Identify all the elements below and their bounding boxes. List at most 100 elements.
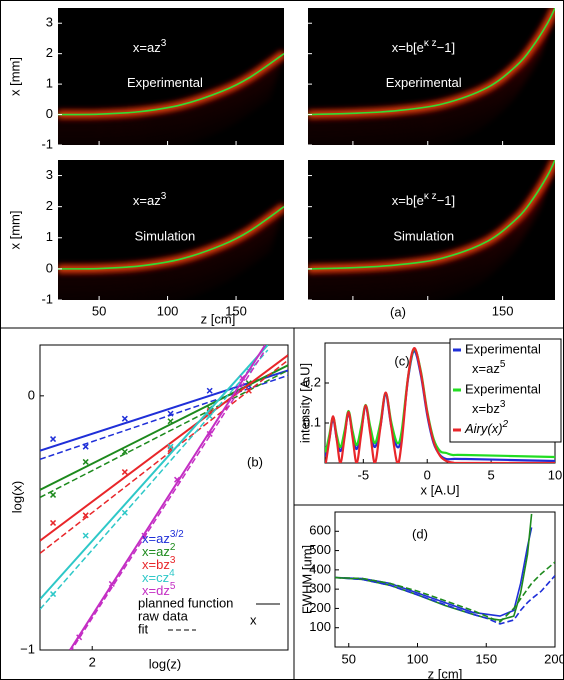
formula-part: −1]	[437, 193, 455, 208]
beam-fringe	[171, 94, 272, 145]
formula: x=b[eκ z−1]	[392, 191, 455, 209]
panel-label: (b)	[247, 454, 263, 469]
exponent: 3	[500, 399, 506, 410]
y-tick-label: 1	[46, 229, 53, 244]
exponent: 4	[169, 568, 175, 579]
formula-part: x=az	[133, 41, 161, 56]
plot-area	[308, 160, 555, 300]
plot-frame	[39, 344, 289, 651]
plot-area	[58, 202, 284, 300]
beam-fringe	[58, 226, 279, 291]
y-tick-label: 100	[309, 619, 331, 634]
x-tick-label: 150	[492, 303, 514, 318]
formula: x=az3	[133, 38, 167, 56]
x-tick-label: 100	[157, 303, 179, 318]
beam-fringe	[58, 80, 277, 144]
panel-label: (a)	[390, 304, 406, 319]
beam-fringe	[58, 219, 281, 284]
panel-label: (c)	[394, 353, 409, 368]
raw-point	[50, 519, 57, 526]
raw-point	[121, 509, 128, 516]
y-tick-label: 3	[46, 167, 53, 182]
planned-line	[40, 345, 269, 600]
raw-point	[167, 443, 174, 450]
x-axis-label: log(z)	[149, 656, 182, 671]
x-tick-label: 150	[475, 651, 497, 666]
formula: x=az3	[133, 191, 167, 209]
raw-point	[82, 458, 89, 465]
y-tick-label: -1	[41, 136, 53, 151]
exponent: 2	[170, 542, 176, 553]
series-line	[335, 575, 555, 625]
beam-fringe	[425, 201, 544, 300]
series-line	[335, 561, 555, 623]
y-tick-label: 1	[46, 76, 53, 91]
beam-fringe	[58, 233, 277, 298]
y-tick-label: 400	[309, 561, 331, 576]
exponent: 3	[161, 191, 167, 202]
raw-point	[174, 476, 181, 483]
beam-fringe	[58, 66, 281, 130]
formula: x=bz3	[472, 399, 506, 417]
beam-fringe	[58, 73, 279, 137]
annotation: Experimental	[127, 75, 203, 90]
raw-point	[121, 448, 128, 455]
annotation: Simulation	[135, 228, 196, 243]
formula: Airy(x)2	[464, 419, 509, 437]
y-tick-label: 600	[309, 523, 331, 538]
exponent: 5	[170, 581, 176, 592]
y-axis-label: x [mm]	[7, 211, 22, 250]
raw-point	[50, 436, 57, 443]
raw-point	[141, 532, 148, 539]
x-tick-label: 100	[407, 651, 429, 666]
x-tick-label: 200	[544, 651, 564, 666]
x-axis-label: x [A.U]	[420, 482, 459, 497]
y-axis-label: FWHM [um]	[299, 545, 314, 614]
fit-line	[40, 349, 269, 610]
fit-curve	[58, 53, 284, 116]
formula: x=az5	[472, 359, 506, 377]
y-tick-label: 2	[46, 45, 53, 60]
panel-label: (d)	[412, 526, 428, 541]
raw-point	[239, 375, 246, 382]
fit-curve	[308, 160, 555, 270]
raw-point	[206, 430, 213, 437]
beam-fringe	[58, 212, 283, 277]
raw-point	[82, 512, 89, 519]
raw-point	[206, 387, 213, 394]
formula-part: x=az	[472, 361, 500, 376]
x-tick-label: 5	[487, 467, 494, 482]
y-tick-label: 200	[309, 600, 331, 615]
raw-point	[121, 415, 128, 422]
formula-part: x=cz	[142, 570, 169, 585]
beam-fringe	[374, 194, 546, 300]
plot-area	[308, 8, 555, 145]
beam-fringe	[308, 180, 550, 291]
fit-line	[40, 369, 288, 499]
raw-point	[167, 418, 174, 425]
x-tick-label: 10	[548, 467, 562, 482]
raw-point	[82, 443, 89, 450]
y-tick-label: 300	[309, 581, 331, 596]
y-axis-label: x [mm]	[7, 57, 22, 96]
exponent: κ z	[424, 38, 437, 49]
formula-part: x=b[e	[392, 193, 424, 208]
x-tick-label: 0	[424, 467, 431, 482]
legend-label: Experimental	[465, 341, 541, 356]
formula: x=b[eκ z−1]	[392, 38, 455, 56]
x-tick-label: -5	[358, 467, 370, 482]
x-axis-label: z [cm]	[428, 666, 463, 680]
raw-point	[76, 634, 83, 641]
planned-line	[40, 354, 288, 542]
raw-point	[82, 532, 89, 539]
formula: x=az3/2	[142, 529, 184, 547]
legend-label: fit	[138, 621, 149, 636]
x-tick-label: 150	[225, 303, 247, 318]
raw-point	[108, 580, 115, 587]
y-tick-label: 0	[46, 260, 53, 275]
formula-part: x=az	[133, 193, 161, 208]
legend-label: raw data	[138, 608, 189, 623]
annotation: Experimental	[386, 75, 462, 90]
beam-fringe	[429, 49, 544, 145]
